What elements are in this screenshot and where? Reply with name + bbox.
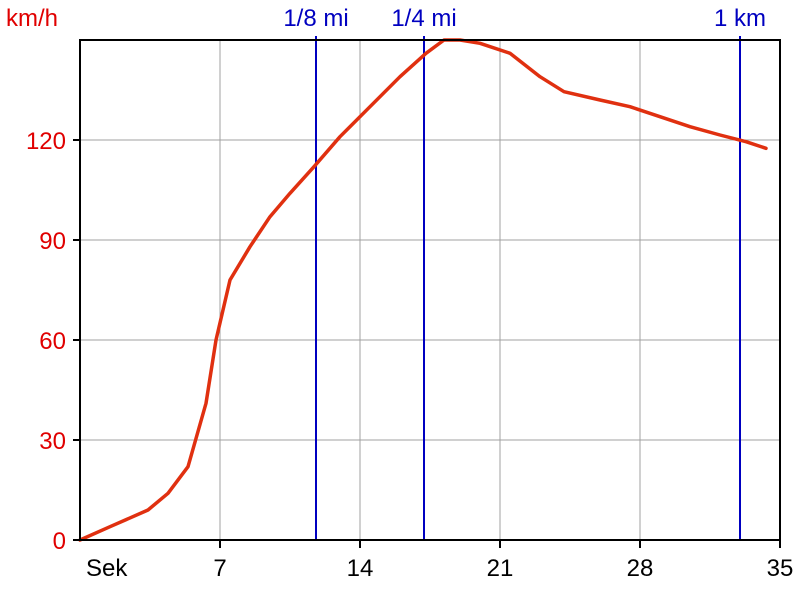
y-tick-labels: 0 30 60 90 120 <box>26 128 66 555</box>
x-tick-label-7: 7 <box>213 555 226 582</box>
distance-marker-label-2: 1 km <box>714 5 766 32</box>
distance-marker-label-1: 1/4 mi <box>391 5 456 32</box>
y-tick-label-0: 0 <box>53 528 66 555</box>
distance-markers: 1/8 mi 1/4 mi 1 km <box>283 5 766 540</box>
x-tick-labels: 7 14 21 28 35 <box>213 555 793 582</box>
x-tick-label-35: 35 <box>767 555 794 582</box>
x-axis-label: Sek <box>86 555 128 582</box>
series-layer <box>78 38 768 542</box>
speed-series-line <box>78 38 768 542</box>
y-tick-label-120: 120 <box>26 128 66 155</box>
grid <box>80 40 780 540</box>
y-tick-label-90: 90 <box>39 228 66 255</box>
y-tick-label-30: 30 <box>39 428 66 455</box>
plot-frame <box>79 39 781 541</box>
x-tick-label-28: 28 <box>627 555 654 582</box>
y-axis-label: km/h <box>6 5 58 32</box>
y-tick-label-60: 60 <box>39 328 66 355</box>
x-tick-label-14: 14 <box>347 555 374 582</box>
axes <box>73 39 781 548</box>
x-tick-label-21: 21 <box>487 555 514 582</box>
distance-marker-label-0: 1/8 mi <box>283 5 348 32</box>
